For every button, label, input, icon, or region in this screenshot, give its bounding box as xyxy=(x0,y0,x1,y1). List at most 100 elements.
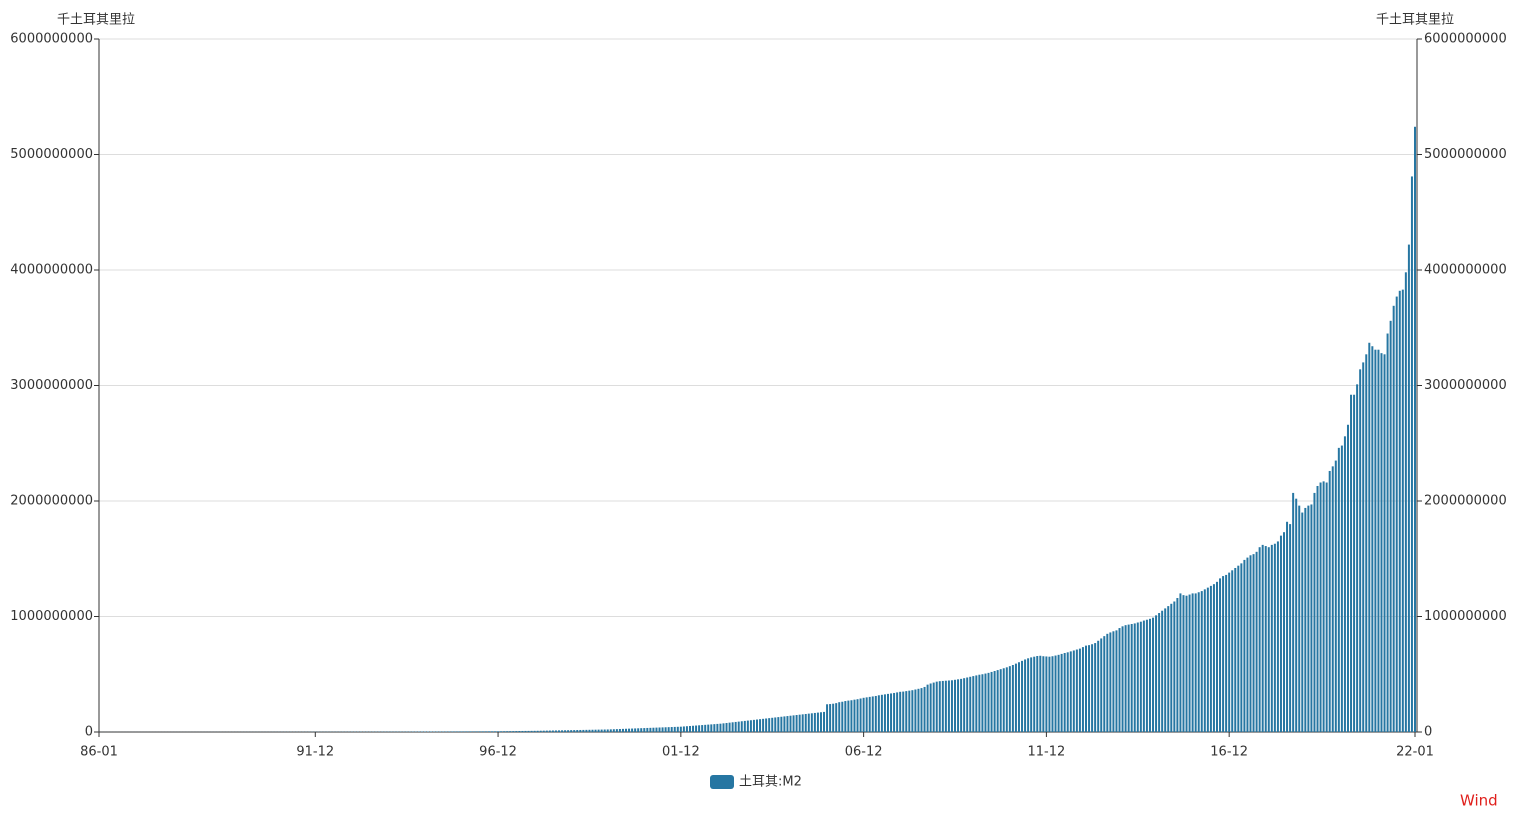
bar xyxy=(676,726,679,732)
bar xyxy=(1142,620,1145,732)
bar xyxy=(688,725,691,732)
bar xyxy=(1130,624,1133,732)
bar xyxy=(1401,289,1404,732)
bar xyxy=(1097,640,1100,732)
bar xyxy=(957,679,960,732)
bar xyxy=(710,724,713,732)
legend-swatch xyxy=(710,775,734,789)
bar xyxy=(838,702,841,732)
bar xyxy=(1325,482,1328,732)
bar xyxy=(1011,665,1014,732)
bar xyxy=(615,729,618,732)
bar xyxy=(643,728,646,732)
bar xyxy=(947,680,950,732)
bar xyxy=(658,727,661,732)
x-tick-label: 06-12 xyxy=(845,745,883,760)
bar xyxy=(1359,369,1362,732)
bar xyxy=(1155,615,1158,732)
bar xyxy=(829,704,832,732)
bar xyxy=(506,731,509,732)
bar xyxy=(865,697,868,732)
bar xyxy=(698,725,701,732)
bar xyxy=(1222,576,1225,732)
bar xyxy=(542,730,545,732)
bar xyxy=(981,674,984,732)
bar xyxy=(1045,656,1048,732)
bar xyxy=(1319,482,1322,732)
bar xyxy=(481,731,484,732)
bar xyxy=(1024,659,1027,732)
bar xyxy=(935,681,938,732)
bar xyxy=(1362,362,1365,732)
bar xyxy=(707,724,710,732)
bar xyxy=(1063,652,1066,732)
bar xyxy=(551,730,554,732)
bar xyxy=(789,715,792,732)
bar xyxy=(1346,424,1349,732)
bar xyxy=(539,730,542,732)
bar xyxy=(856,699,859,732)
bar xyxy=(554,730,557,732)
bar xyxy=(570,730,573,732)
bar xyxy=(685,726,688,732)
bar xyxy=(1200,591,1203,732)
bar xyxy=(463,731,466,732)
bar xyxy=(1343,436,1346,732)
bar xyxy=(883,694,886,732)
bar xyxy=(734,721,737,732)
bar xyxy=(762,718,765,732)
bar xyxy=(585,729,588,732)
bar xyxy=(1136,622,1139,732)
bar xyxy=(1337,447,1340,732)
y-tick-label: 0 xyxy=(85,725,93,740)
bar xyxy=(978,674,981,732)
bar xyxy=(1127,624,1130,732)
bar xyxy=(1103,636,1106,732)
bar xyxy=(472,731,475,732)
bar xyxy=(484,731,487,732)
bar xyxy=(1261,544,1264,732)
bar xyxy=(1316,485,1319,732)
bar xyxy=(902,691,905,732)
bar xyxy=(1276,541,1279,732)
bar xyxy=(634,728,637,732)
bar xyxy=(1194,593,1197,732)
bar xyxy=(475,731,478,732)
bar xyxy=(798,714,801,732)
bar xyxy=(1234,567,1237,732)
bar xyxy=(1112,631,1115,732)
bar xyxy=(1398,290,1401,732)
bar xyxy=(786,716,789,732)
bar xyxy=(1298,505,1301,732)
bar xyxy=(841,701,844,732)
bar xyxy=(478,731,481,732)
bar xyxy=(561,730,564,732)
bar xyxy=(530,730,533,732)
bar xyxy=(1170,603,1173,732)
bar xyxy=(490,731,493,732)
bar xyxy=(1286,521,1289,732)
bar xyxy=(1106,633,1109,732)
x-tick-label: 16-12 xyxy=(1210,745,1248,760)
bar xyxy=(621,728,624,732)
y2-tick-label: 4000000000 xyxy=(1424,263,1507,278)
bar xyxy=(737,721,740,732)
bar xyxy=(1121,626,1124,732)
bar xyxy=(1100,638,1103,732)
bar xyxy=(801,714,804,732)
bar xyxy=(673,726,676,732)
bar xyxy=(536,730,539,732)
bar xyxy=(1188,594,1191,732)
bar xyxy=(1404,272,1407,732)
bar xyxy=(1036,656,1039,732)
bar xyxy=(819,712,822,732)
bar xyxy=(588,729,591,732)
bar xyxy=(835,703,838,732)
bar xyxy=(576,730,579,732)
bar xyxy=(1152,617,1155,732)
bar xyxy=(1176,598,1179,732)
legend-label: 土耳其:M2 xyxy=(739,775,802,790)
bar xyxy=(963,678,966,732)
bar xyxy=(1039,655,1042,732)
bar xyxy=(859,698,862,732)
